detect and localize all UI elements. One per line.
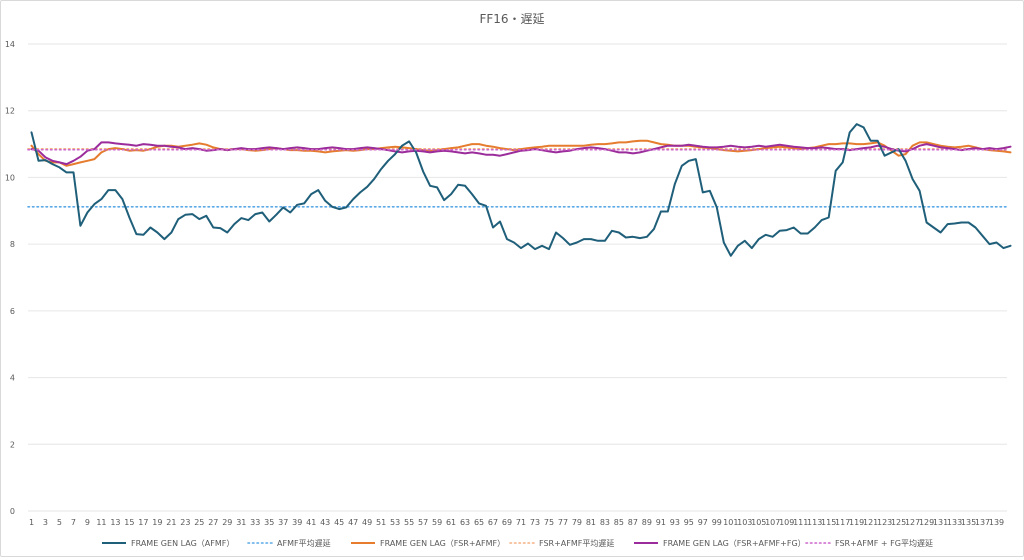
x-tick-label: 1 bbox=[29, 518, 34, 527]
x-tick-label: 131 bbox=[933, 518, 948, 527]
x-tick-label: 31 bbox=[236, 518, 246, 527]
x-tick-label: 41 bbox=[306, 518, 316, 527]
x-tick-label: 75 bbox=[544, 518, 554, 527]
y-tick-label: 14 bbox=[5, 40, 15, 49]
x-tick-label: 107 bbox=[765, 518, 780, 527]
x-tick-label: 93 bbox=[670, 518, 680, 527]
x-tick-label: 115 bbox=[821, 518, 836, 527]
x-tick-label: 121 bbox=[863, 518, 878, 527]
y-tick-label: 2 bbox=[10, 440, 15, 449]
x-tick-label: 123 bbox=[877, 518, 892, 527]
chart-title: FF16・遅延 bbox=[479, 12, 544, 26]
x-tick-label: 37 bbox=[278, 518, 288, 527]
x-tick-label: 103 bbox=[737, 518, 752, 527]
legend: FRAME GEN LAG（AFMF） AFMF平均遅延 FRAME GEN LAG… bbox=[102, 538, 933, 548]
x-tick-label: 95 bbox=[684, 518, 694, 527]
x-tick-label: 9 bbox=[85, 518, 90, 527]
legend-label-fsr_afmf_fg_avg: FSR+AFMF + FG平均遅延 bbox=[835, 538, 933, 548]
x-tick-label: 57 bbox=[418, 518, 428, 527]
x-tick-label: 35 bbox=[264, 518, 274, 527]
x-tick-label: 83 bbox=[600, 518, 610, 527]
x-tick-label: 139 bbox=[989, 518, 1004, 527]
x-tick-label: 59 bbox=[432, 518, 442, 527]
x-tick-label: 39 bbox=[292, 518, 302, 527]
y-tick-label: 4 bbox=[10, 374, 15, 383]
x-tick-label: 77 bbox=[558, 518, 568, 527]
legend-label-afmf: FRAME GEN LAG（AFMF） bbox=[131, 539, 234, 548]
x-tick-label: 13 bbox=[110, 518, 120, 527]
x-tick-label: 51 bbox=[376, 518, 386, 527]
x-tick-label: 109 bbox=[779, 518, 794, 527]
x-tick-label: 125 bbox=[891, 518, 906, 527]
x-tick-label: 111 bbox=[793, 518, 808, 527]
x-tick-label: 127 bbox=[905, 518, 920, 527]
x-tick-label: 65 bbox=[474, 518, 484, 527]
series-fsr_afmf-line bbox=[30, 139, 1012, 167]
x-tick-label: 55 bbox=[404, 518, 414, 527]
x-tick-label: 63 bbox=[460, 518, 470, 527]
x-tick-label: 53 bbox=[390, 518, 400, 527]
x-tick-label: 7 bbox=[71, 518, 76, 527]
x-tick-label: 79 bbox=[572, 518, 582, 527]
x-axis-ticks: 1 3 5 7 9 11 13 15 17 19 21 23 25 27 29 31 33 35 37 39 41 43 4… bbox=[29, 518, 1004, 527]
legend-label-fsr_afmf_avg: FSR+AFMF平均遅延 bbox=[539, 538, 614, 548]
x-tick-label: 17 bbox=[138, 518, 148, 527]
x-tick-label: 43 bbox=[320, 518, 330, 527]
x-tick-label: 137 bbox=[975, 518, 990, 527]
x-tick-label: 73 bbox=[530, 518, 540, 527]
x-tick-label: 133 bbox=[947, 518, 962, 527]
x-tick-label: 119 bbox=[849, 518, 864, 527]
x-tick-label: 61 bbox=[446, 518, 456, 527]
x-tick-label: 23 bbox=[180, 518, 190, 527]
x-tick-label: 33 bbox=[250, 518, 260, 527]
y-tick-label: 0 bbox=[10, 507, 15, 516]
x-tick-label: 25 bbox=[194, 518, 204, 527]
y-tick-label: 10 bbox=[5, 173, 15, 182]
x-tick-label: 91 bbox=[656, 518, 666, 527]
x-tick-label: 15 bbox=[124, 518, 134, 527]
x-tick-label: 87 bbox=[628, 518, 638, 527]
x-tick-label: 11 bbox=[96, 518, 106, 527]
x-tick-label: 69 bbox=[502, 518, 512, 527]
x-tick-label: 45 bbox=[334, 518, 344, 527]
x-tick-label: 113 bbox=[807, 518, 822, 527]
x-tick-label: 135 bbox=[961, 518, 976, 527]
x-tick-label: 21 bbox=[166, 518, 176, 527]
x-tick-label: 117 bbox=[835, 518, 850, 527]
x-tick-label: 27 bbox=[208, 518, 218, 527]
y-tick-label: 6 bbox=[10, 307, 15, 316]
y-tick-label: 12 bbox=[5, 107, 15, 116]
x-tick-label: 89 bbox=[642, 518, 652, 527]
x-tick-label: 3 bbox=[43, 518, 48, 527]
x-tick-label: 99 bbox=[712, 518, 722, 527]
x-tick-label: 47 bbox=[348, 518, 358, 527]
x-tick-label: 81 bbox=[586, 518, 596, 527]
x-tick-label: 71 bbox=[516, 518, 526, 527]
x-tick-label: 29 bbox=[222, 518, 232, 527]
x-tick-label: 67 bbox=[488, 518, 498, 527]
series-fsr_afmf_fg-line bbox=[30, 141, 1012, 166]
legend-label-afmf_avg: AFMF平均遅延 bbox=[277, 538, 331, 548]
x-tick-label: 97 bbox=[698, 518, 708, 527]
series-afmf-line bbox=[30, 123, 1012, 257]
series-lines bbox=[27, 123, 1012, 257]
y-tick-label: 8 bbox=[10, 240, 15, 249]
x-tick-label: 85 bbox=[614, 518, 624, 527]
x-tick-label: 5 bbox=[57, 518, 62, 527]
x-tick-label: 101 bbox=[723, 518, 738, 527]
legend-label-fsr_afmf: FRAME GEN LAG（FSR+AFMF） bbox=[380, 539, 505, 548]
legend-label-fsr_afmf_fg: FRAME GEN LAG（FSR+AFMF+FG） bbox=[663, 539, 806, 548]
x-tick-label: 49 bbox=[362, 518, 372, 527]
x-tick-label: 19 bbox=[152, 518, 162, 527]
gridlines bbox=[28, 43, 1007, 512]
x-tick-label: 129 bbox=[919, 518, 934, 527]
y-axis-ticks: 0 2 4 6 8 10 12 14 bbox=[5, 40, 15, 516]
x-tick-label: 105 bbox=[751, 518, 766, 527]
